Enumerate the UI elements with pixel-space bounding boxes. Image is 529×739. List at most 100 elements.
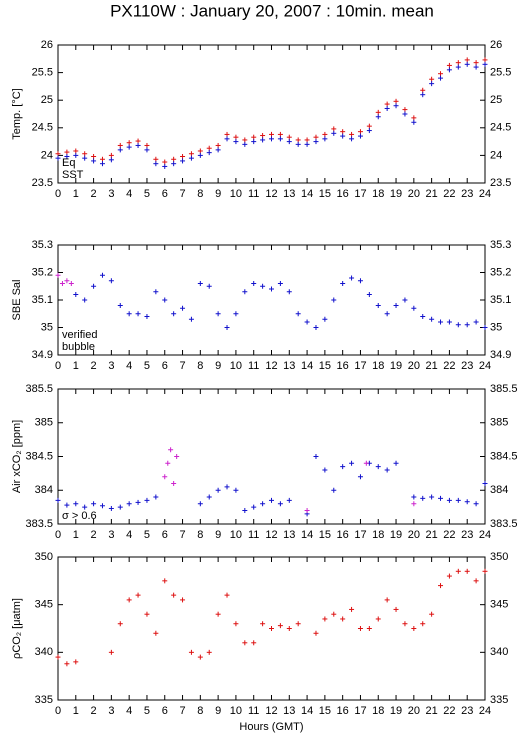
data-point xyxy=(126,501,132,507)
data-point xyxy=(73,152,79,158)
data-point xyxy=(117,303,123,308)
x-tick-label: 16 xyxy=(337,705,349,717)
x-tick-label: 12 xyxy=(265,705,277,717)
y-tick-label-right: 335 xyxy=(490,694,508,706)
y-tick-label: 24.5 xyxy=(32,122,53,134)
data-point xyxy=(420,314,426,319)
x-tick-label: 13 xyxy=(283,360,295,372)
x-tick-label: 9 xyxy=(215,529,221,541)
x-tick-label: 4 xyxy=(126,360,132,372)
legend-label: Eq xyxy=(62,157,75,169)
y-axis-label: ρCO₂ [μatm] xyxy=(11,598,23,659)
data-point xyxy=(340,281,346,286)
data-point xyxy=(464,499,470,505)
data-point xyxy=(153,494,159,500)
data-point xyxy=(162,474,168,480)
y-tick-label-right: 385.5 xyxy=(490,383,518,395)
data-point xyxy=(153,161,159,167)
x-tick-label: 15 xyxy=(319,360,331,372)
data-point xyxy=(349,131,355,137)
x-tick-label: 18 xyxy=(372,188,384,200)
data-point xyxy=(393,98,399,104)
x-tick-label: 0 xyxy=(55,360,61,372)
x-tick-label: 11 xyxy=(248,188,259,200)
data-point xyxy=(482,481,488,486)
data-point xyxy=(482,61,488,67)
data-point xyxy=(349,606,355,612)
y-tick-label: 384 xyxy=(35,484,53,496)
data-point xyxy=(393,606,399,612)
y-tick-label: 26 xyxy=(41,39,53,51)
data-point xyxy=(260,283,266,289)
x-tick-label: 17 xyxy=(354,705,366,717)
x-tick-label: 2 xyxy=(91,705,97,717)
x-tick-label: 21 xyxy=(426,360,438,372)
data-point xyxy=(340,133,346,139)
x-tick-label: 6 xyxy=(162,705,168,717)
data-point xyxy=(393,460,399,466)
data-point xyxy=(349,275,355,281)
y-tick-label: 385 xyxy=(35,417,53,429)
data-point xyxy=(455,64,461,70)
x-tick-label: 5 xyxy=(144,360,150,372)
data-point xyxy=(260,501,266,507)
y-tick-label: 350 xyxy=(35,551,53,563)
data-point xyxy=(429,76,435,82)
data-point xyxy=(242,508,248,513)
data-point xyxy=(295,311,301,317)
data-point xyxy=(144,497,150,503)
x-tick-label: 19 xyxy=(390,360,402,372)
data-point xyxy=(188,316,194,322)
data-point xyxy=(446,497,452,503)
x-tick-label: 6 xyxy=(162,188,168,200)
data-point xyxy=(438,583,444,589)
data-point xyxy=(464,568,470,574)
plot-frame xyxy=(57,388,486,525)
x-tick-label: 14 xyxy=(301,529,313,541)
data-point xyxy=(482,325,488,330)
data-point xyxy=(349,136,355,142)
data-point xyxy=(153,289,159,295)
data-point xyxy=(277,131,283,137)
data-point xyxy=(215,147,221,153)
x-tick-label: 7 xyxy=(179,188,185,200)
data-point xyxy=(188,151,194,157)
x-tick-label: 0 xyxy=(55,529,61,541)
data-point xyxy=(411,626,417,631)
legend-label: verified xyxy=(62,329,97,341)
data-point xyxy=(357,474,363,480)
data-point xyxy=(331,487,337,493)
data-point xyxy=(215,487,221,493)
data-point xyxy=(251,640,257,646)
data-point xyxy=(126,144,132,150)
data-point xyxy=(366,123,372,129)
data-point xyxy=(313,630,319,636)
data-point xyxy=(446,573,452,579)
data-point xyxy=(340,464,346,470)
data-point xyxy=(375,303,381,308)
data-point xyxy=(438,75,444,81)
data-point xyxy=(277,501,283,507)
data-point xyxy=(455,322,461,328)
y-tick-label-right: 25.5 xyxy=(490,67,511,79)
x-tick-label: 12 xyxy=(265,360,277,372)
data-point xyxy=(331,126,337,132)
data-point xyxy=(366,292,372,297)
data-point xyxy=(224,136,230,142)
data-point xyxy=(384,105,390,111)
data-point xyxy=(260,133,266,139)
data-point xyxy=(473,64,479,70)
x-tick-label: 16 xyxy=(337,188,349,200)
data-point xyxy=(108,505,114,511)
data-point xyxy=(393,303,399,308)
x-tick-label: 0 xyxy=(55,188,61,200)
x-tick-label: 2 xyxy=(91,529,97,541)
x-tick-label: 14 xyxy=(301,705,313,717)
data-point xyxy=(322,616,328,622)
data-point xyxy=(162,297,168,303)
data-point xyxy=(144,142,150,148)
y-tick-label-right: 383.5 xyxy=(490,518,518,530)
x-tick-label: 23 xyxy=(461,705,473,717)
y-tick-label-right: 384 xyxy=(490,484,508,496)
data-point xyxy=(64,154,70,160)
